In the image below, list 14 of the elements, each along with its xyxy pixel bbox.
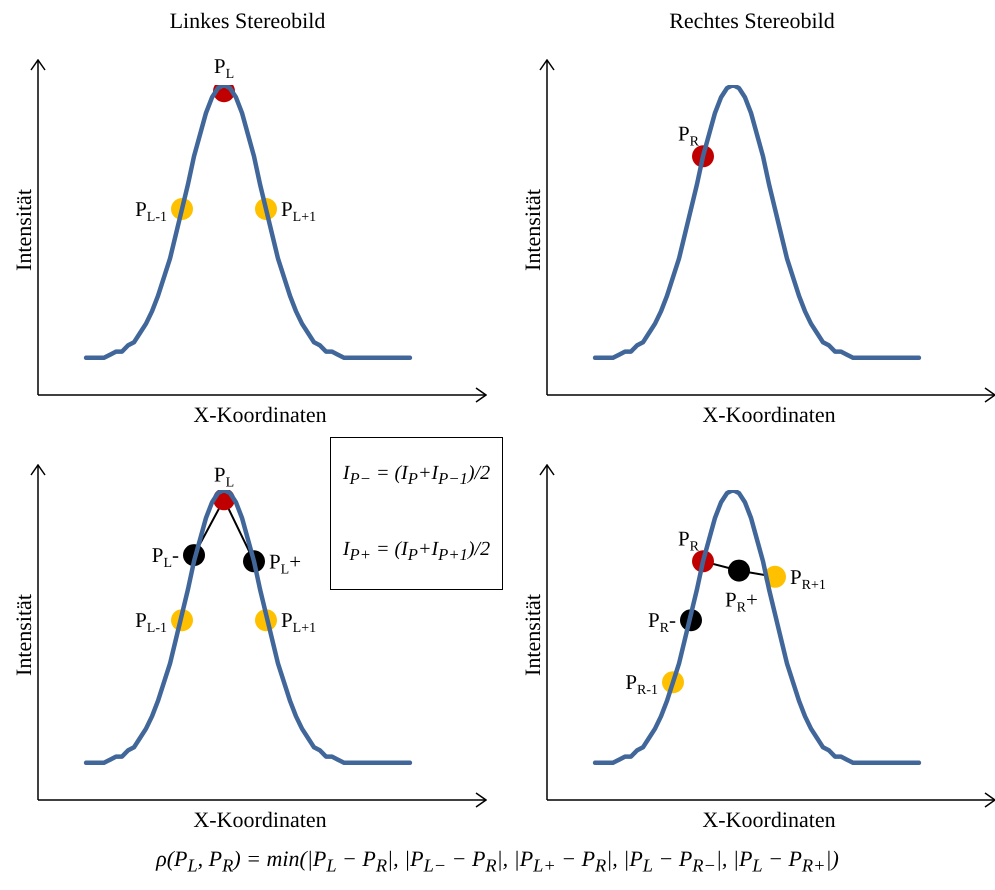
y-axis-title: Intensität [520,189,546,271]
text: ρ(P$_{L}$, P$_{R}$) = min(|P$_{L}$ − P$_{R}$|, |P$_{L−}$ − P$_{R}$|, |P$_{L+}$ − P$_{R}$|, |P$_{L}$ − P$_{R−}$|, |P$_{L}$ − P$_{R+}$|) [156,846,839,876]
y-axis-title: Intensität [11,189,37,271]
chart-title: Rechtes Stereobild [668,8,836,34]
formula-box: I$_{P−}$ = (I$_{P}$+I$_{P−1}$)/2 I$_{P+}$ = (I$_{P}$+I$_{P+1}$)/2 [330,437,503,590]
chart-title: Linkes Stereobild [168,8,326,34]
x-axis-title: X-Koordinaten [192,807,328,833]
y-axis-title: Intensität [11,594,37,676]
point [728,560,750,582]
x-axis-title: X-Koordinaten [192,402,328,428]
x-axis-title: X-Koordinaten [701,807,837,833]
annotation: I$_{P+}$ = (I$_{P}$+I$_{P+1}$)/2 [342,538,490,565]
y-axis-title: Intensität [520,594,546,676]
x-axis-title: X-Koordinaten [701,402,837,428]
